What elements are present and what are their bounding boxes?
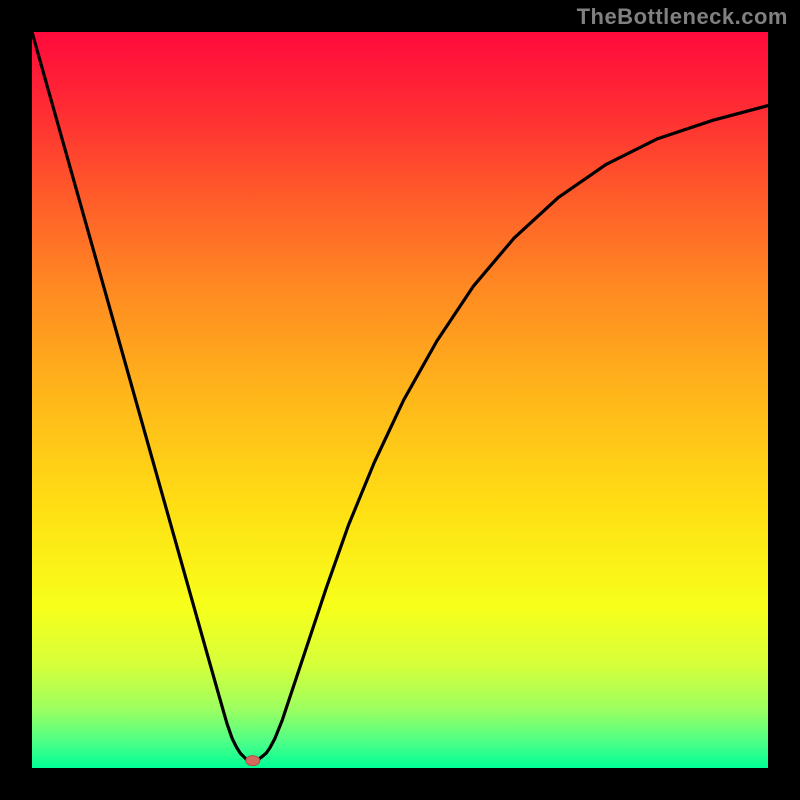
gradient-background xyxy=(32,32,768,768)
chart-frame: TheBottleneck.com xyxy=(0,0,800,800)
optimal-point-marker xyxy=(246,756,260,766)
plot-area xyxy=(32,32,768,768)
plot-svg xyxy=(32,32,768,768)
watermark: TheBottleneck.com xyxy=(577,4,788,30)
